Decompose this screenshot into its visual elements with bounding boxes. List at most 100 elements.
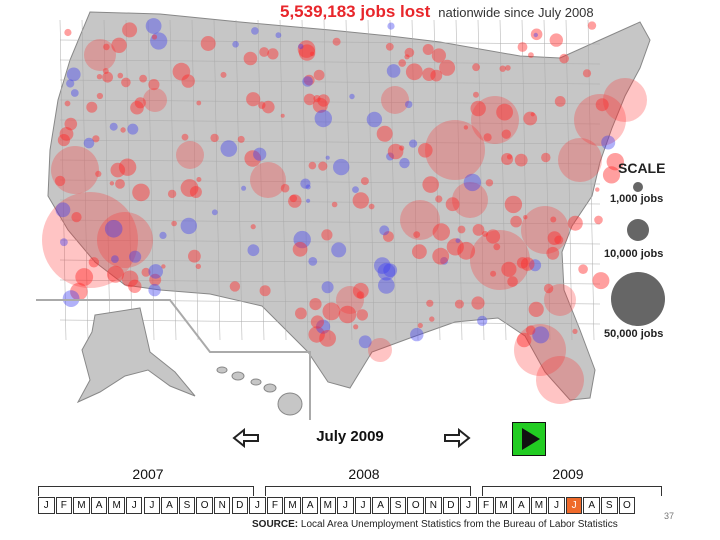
month-cell[interactable]: S (389, 497, 407, 514)
job-gain-bubble (383, 263, 398, 278)
job-loss-bubble (172, 62, 191, 81)
month-cell[interactable]: J (249, 497, 266, 514)
month-cell[interactable]: M (495, 497, 512, 514)
month-cell[interactable]: J (337, 497, 354, 514)
job-gain-bubble (253, 147, 267, 161)
job-loss-bubble (134, 97, 146, 109)
month-cell[interactable]: D (442, 497, 460, 514)
month-cell[interactable]: J (354, 497, 372, 514)
job-loss-bubble (120, 127, 126, 133)
job-gain-bubble (601, 135, 616, 150)
job-loss-bubble (244, 150, 261, 167)
month-cell[interactable]: J (460, 497, 477, 514)
month-cell[interactable]: O (407, 497, 424, 514)
job-loss-bubble (318, 161, 328, 171)
job-gain-bubble (180, 217, 197, 235)
job-loss-bubble (523, 111, 538, 126)
job-loss-bubble (59, 126, 74, 141)
job-loss-bubble (405, 63, 423, 81)
job-loss-bubble (603, 78, 647, 122)
job-gain-bubble (463, 173, 482, 192)
job-gain-bubble (387, 22, 395, 30)
job-gain-bubble (148, 283, 161, 297)
job-loss-bubble (454, 299, 464, 309)
job-loss-bubble (322, 302, 341, 321)
job-loss-bubble (259, 285, 271, 297)
month-cell[interactable]: M (108, 497, 125, 514)
alaska-shape (76, 307, 196, 404)
play-button[interactable] (512, 422, 546, 456)
month-cell[interactable]: O (618, 497, 636, 514)
month-cell[interactable]: J (548, 497, 565, 514)
job-loss-bubble (259, 47, 269, 57)
job-loss-bubble (521, 206, 569, 254)
job-loss-bubble (356, 309, 368, 321)
job-loss-bubble (422, 67, 436, 82)
job-gain-bubble (83, 137, 95, 149)
month-cell[interactable]: A (90, 497, 108, 514)
month-cell[interactable]: F (477, 497, 495, 514)
source-label: SOURCE: (252, 519, 299, 530)
job-loss-bubble (510, 215, 522, 228)
job-loss-bubble (523, 215, 528, 220)
job-loss-bubble (75, 268, 94, 286)
job-loss-bubble (86, 101, 98, 113)
job-loss-bubble (360, 177, 369, 186)
job-loss-bubble (196, 100, 202, 106)
month-cell[interactable]: M (73, 497, 90, 514)
job-loss-bubble (303, 74, 315, 86)
job-gain-bubble (275, 32, 282, 39)
month-cell[interactable]: J (565, 497, 583, 514)
month-cell[interactable]: F (266, 497, 284, 514)
job-loss-bubble (57, 134, 70, 147)
job-loss-bubbles (42, 18, 647, 404)
job-loss-bubble (457, 225, 466, 234)
job-loss-bubble (493, 243, 501, 251)
job-gain-bubble (251, 27, 259, 35)
job-gain-bubble (247, 244, 260, 257)
job-loss-bubble (308, 161, 317, 170)
job-gain-bubble (148, 264, 163, 279)
job-gain-bubble (379, 225, 390, 236)
month-cell[interactable]: F (55, 497, 73, 514)
job-loss-bubble (368, 203, 375, 210)
left-arrow-icon[interactable] (232, 428, 260, 448)
month-cell[interactable]: J (125, 497, 143, 514)
job-gain-bubble (150, 32, 168, 50)
month-cell[interactable]: A (513, 497, 530, 514)
job-loss-bubble (432, 223, 450, 241)
month-cell[interactable]: A (161, 497, 178, 514)
job-loss-bubble (514, 153, 528, 167)
month-cell[interactable]: J (143, 497, 161, 514)
month-cell[interactable]: N (213, 497, 231, 514)
month-cell[interactable]: J (38, 497, 55, 514)
month-cell[interactable]: M (530, 497, 548, 514)
month-cell[interactable]: M (284, 497, 301, 514)
job-loss-bubble (181, 74, 195, 88)
job-loss-bubble (431, 48, 446, 63)
job-loss-bubble (430, 69, 443, 82)
month-cell[interactable]: A (301, 497, 319, 514)
job-gain-bubble (66, 79, 75, 88)
month-cell[interactable]: A (372, 497, 389, 514)
job-gain-bubble (349, 93, 355, 100)
job-loss-bubble (595, 187, 600, 192)
job-loss-bubble (250, 224, 256, 230)
right-arrow-icon[interactable] (443, 428, 471, 448)
month-cell[interactable]: O (196, 497, 213, 514)
job-loss-bubble (385, 42, 394, 51)
job-gain-bubble (129, 250, 142, 263)
job-loss-bubble (181, 133, 189, 141)
month-cell[interactable]: M (319, 497, 336, 514)
job-loss-bubble (544, 284, 576, 316)
year-label-2008: 2008 (348, 466, 380, 482)
month-cell[interactable]: S (178, 497, 196, 514)
job-loss-bubble (143, 88, 167, 112)
month-cell[interactable]: A (583, 497, 600, 514)
job-loss-bubble (504, 195, 523, 214)
job-loss-bubble (417, 322, 423, 329)
job-gain-bubble (352, 186, 359, 194)
month-cell[interactable]: D (231, 497, 249, 514)
month-cell[interactable]: S (601, 497, 618, 514)
month-cell[interactable]: N (425, 497, 442, 514)
